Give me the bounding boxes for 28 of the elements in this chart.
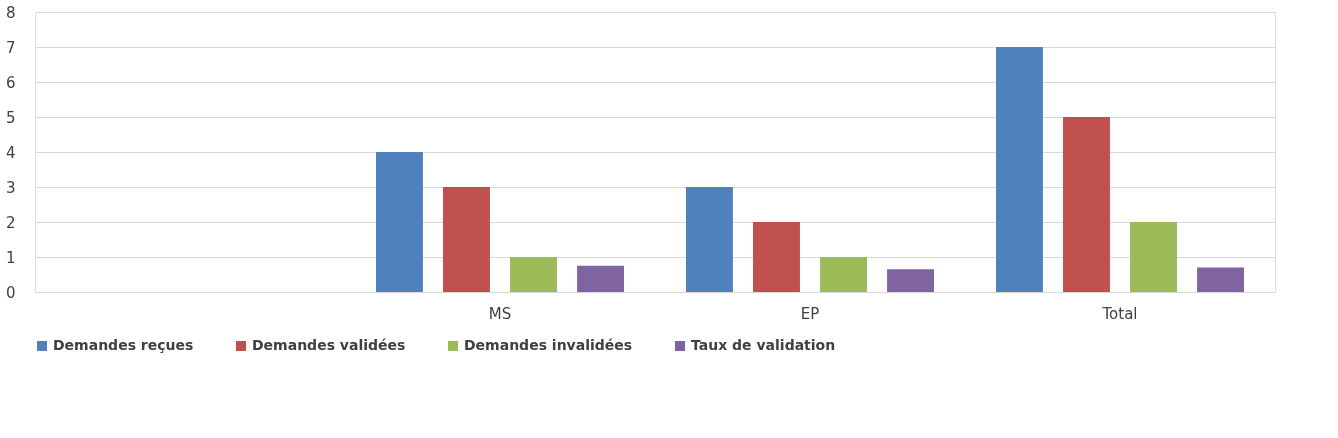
bar [1063,117,1110,292]
y-tick-label: 8 [5,3,16,22]
bar [996,47,1043,292]
bar [887,269,934,292]
y-tick-label: 6 [5,73,16,92]
bar [820,257,867,292]
bar [753,222,800,292]
y-tick-label: 3 [5,178,16,197]
legend-label: Demandes reçues [53,337,194,353]
y-tick-label: 1 [5,248,16,267]
legend-label: Taux de validation [691,337,836,353]
bar [1130,222,1177,292]
y-tick-label: 2 [5,213,16,232]
legend-label: Demandes invalidées [464,337,633,353]
y-tick-label: 0 [5,283,16,302]
x-tick-label: Total [1101,304,1138,323]
bar [443,187,490,292]
y-tick-label: 5 [5,108,16,127]
x-tick-label: MS [488,304,512,323]
x-tick-label: EP [800,304,820,323]
y-tick-label: 7 [5,38,16,57]
bar [510,257,557,292]
bar [686,187,733,292]
y-tick-label: 4 [5,143,16,162]
bar [577,265,624,292]
legend-label: Demandes validées [252,337,406,353]
bar [1197,267,1244,292]
bar [376,152,423,292]
